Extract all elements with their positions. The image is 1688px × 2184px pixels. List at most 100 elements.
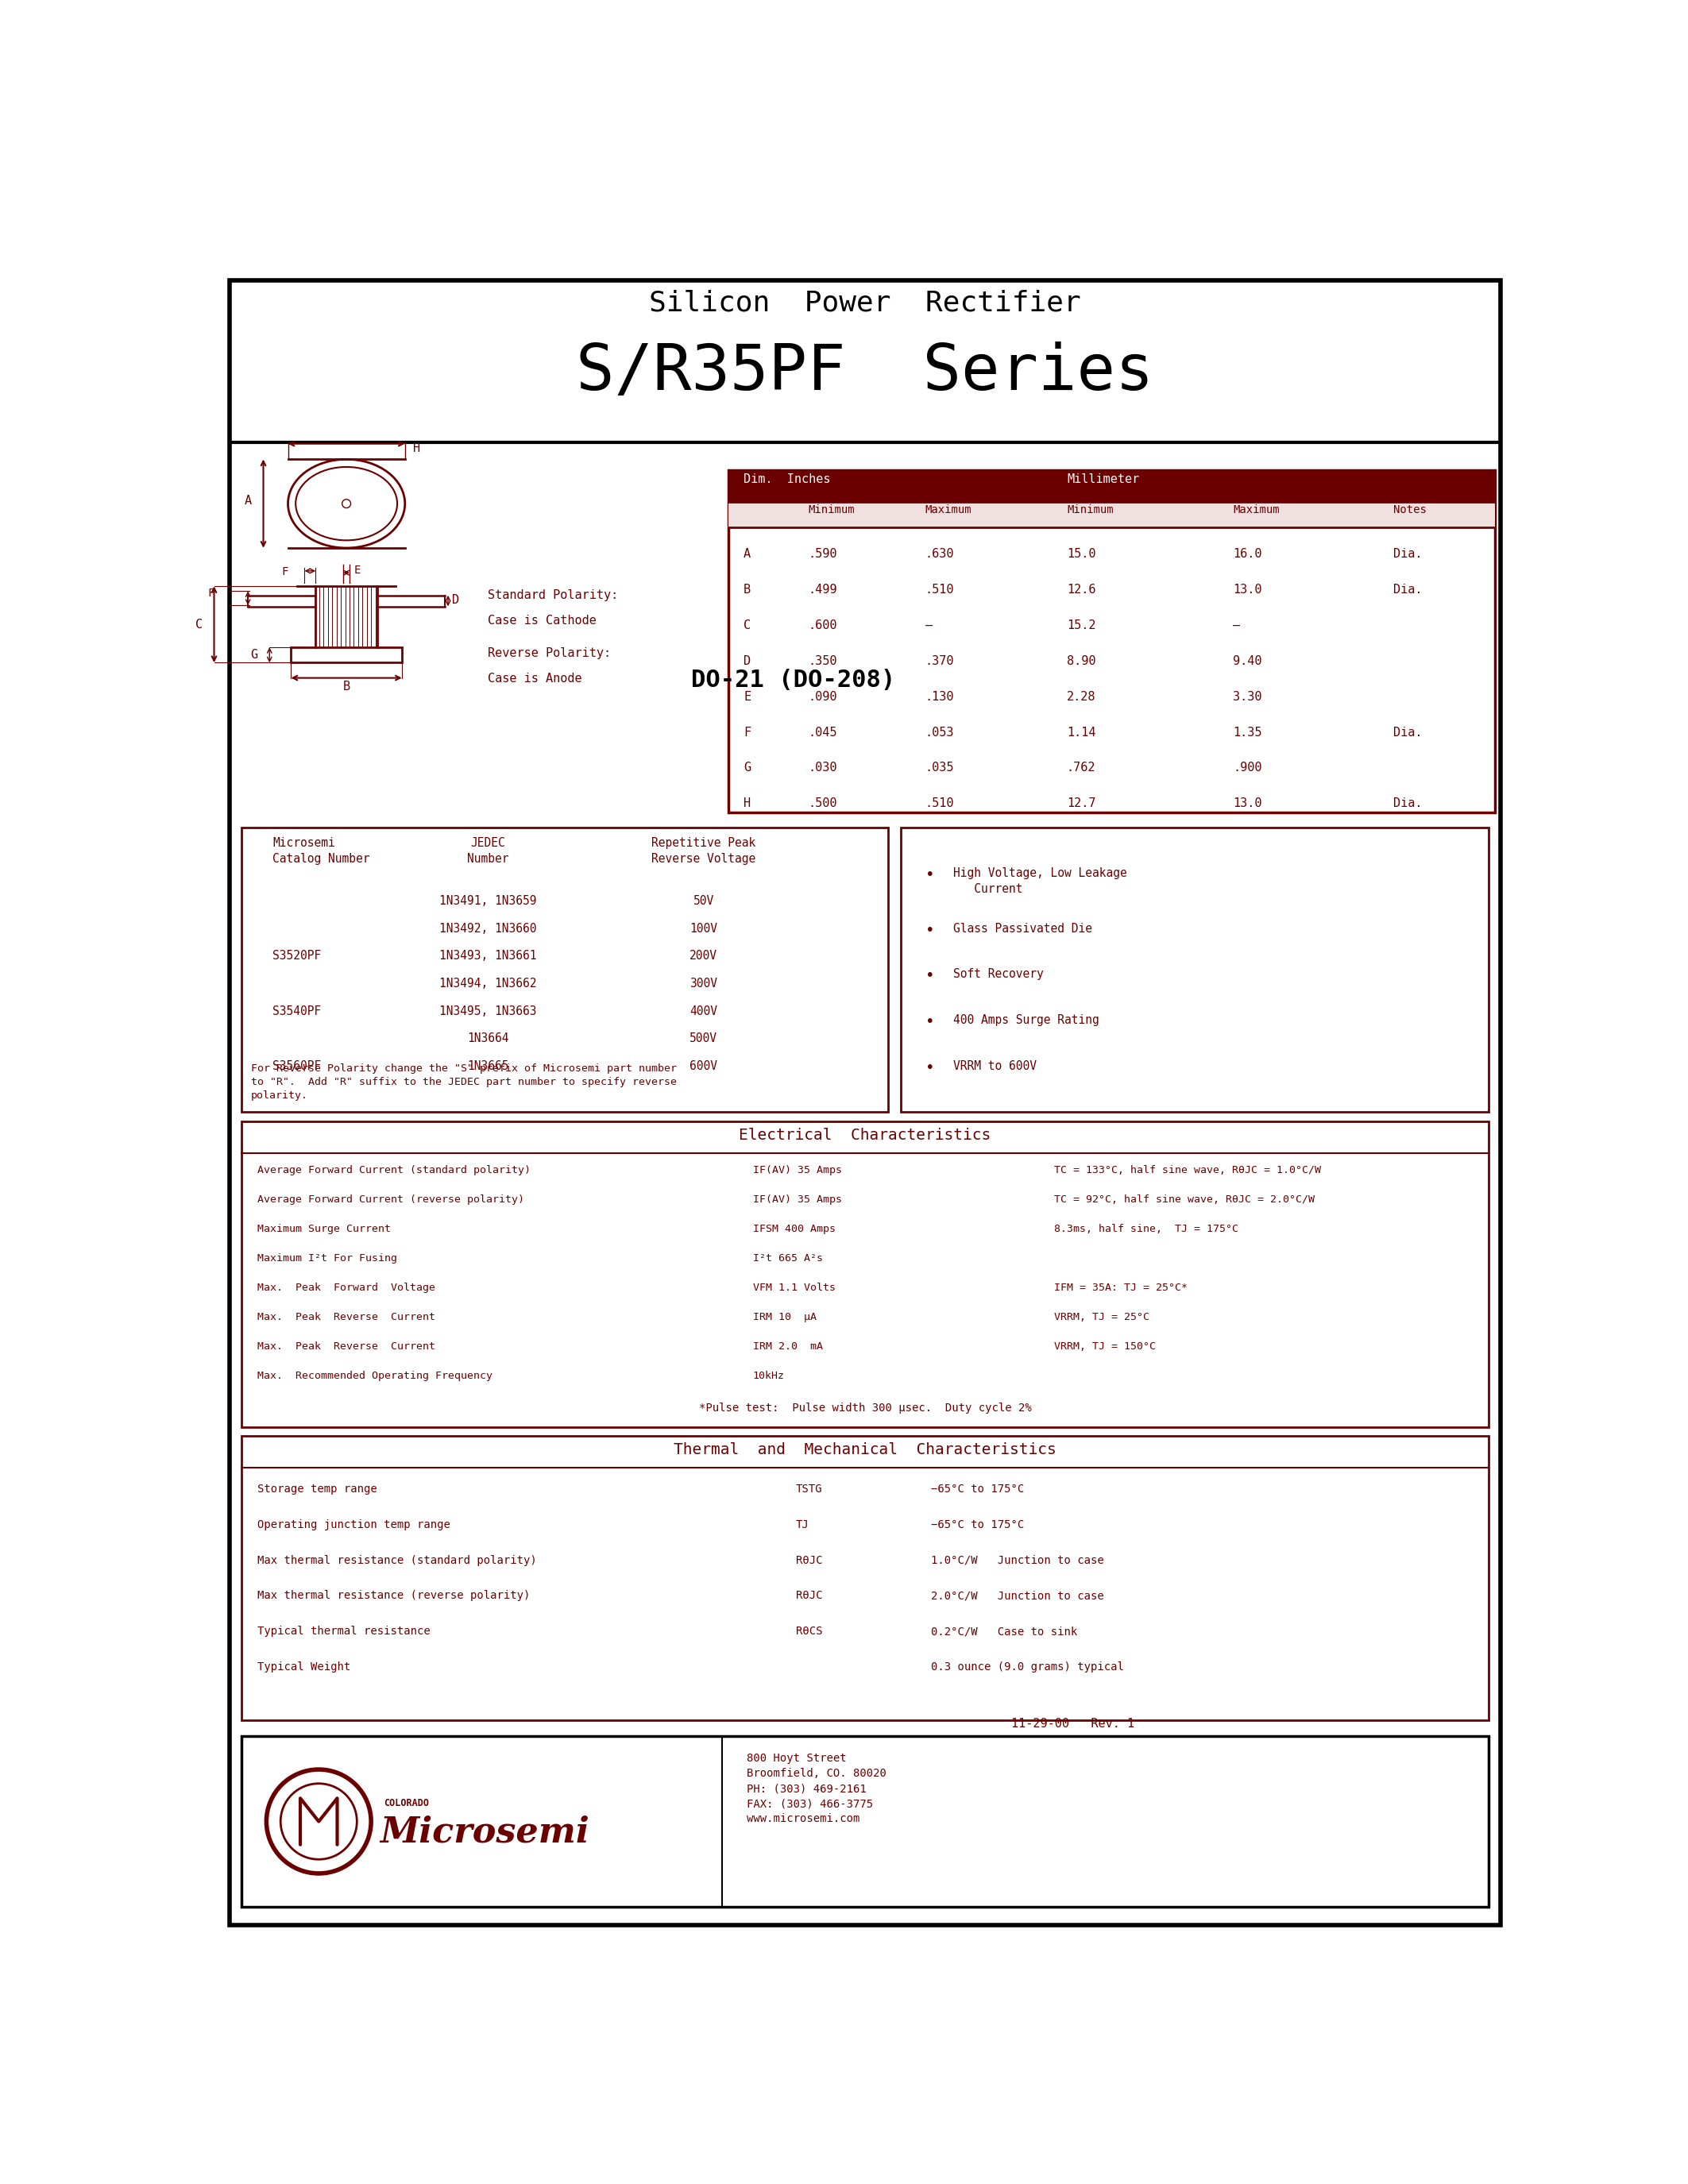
Text: .510: .510 bbox=[925, 797, 954, 810]
Text: Millimeter: Millimeter bbox=[1067, 474, 1139, 485]
Text: S3520PF: S3520PF bbox=[272, 950, 321, 961]
Bar bbox=[241, 1437, 1489, 1721]
Text: I²t 665 A²s: I²t 665 A²s bbox=[753, 1254, 822, 1265]
Text: TJ: TJ bbox=[795, 1520, 809, 1531]
Text: 15.0: 15.0 bbox=[1067, 548, 1096, 559]
Text: E: E bbox=[743, 690, 751, 703]
Text: Electrical  Characteristics: Electrical Characteristics bbox=[739, 1127, 991, 1142]
Text: RθJC: RθJC bbox=[795, 1590, 822, 1601]
Text: Max thermal resistance (reverse polarity): Max thermal resistance (reverse polarity… bbox=[257, 1590, 530, 1601]
Text: Dia.: Dia. bbox=[1393, 548, 1421, 559]
Text: E: E bbox=[354, 566, 361, 577]
Bar bbox=[900, 828, 1489, 1112]
Text: Maximum: Maximum bbox=[925, 505, 972, 515]
Text: Thermal  and  Mechanical  Characteristics: Thermal and Mechanical Characteristics bbox=[674, 1441, 1057, 1457]
Text: 1N3492, 1N3660: 1N3492, 1N3660 bbox=[439, 922, 537, 935]
Text: .500: .500 bbox=[809, 797, 837, 810]
Text: 400V: 400V bbox=[690, 1005, 717, 1018]
Text: Dim.  Inches: Dim. Inches bbox=[743, 474, 830, 485]
Text: D: D bbox=[452, 594, 459, 605]
Text: —: — bbox=[925, 620, 932, 631]
Text: •: • bbox=[925, 968, 935, 983]
Text: Typical Weight: Typical Weight bbox=[257, 1662, 351, 1673]
Text: Glass Passivated Die: Glass Passivated Die bbox=[952, 922, 1092, 935]
Text: 1N3491, 1N3659: 1N3491, 1N3659 bbox=[439, 895, 537, 906]
Text: For Reverse Polarity change the "S" prefix of Microsemi part number
to "R".  Add: For Reverse Polarity change the "S" pref… bbox=[252, 1064, 677, 1101]
Text: High Voltage, Low Leakage
   Current: High Voltage, Low Leakage Current bbox=[952, 867, 1126, 895]
Text: .600: .600 bbox=[809, 620, 837, 631]
Text: JEDEC
Number: JEDEC Number bbox=[468, 836, 508, 865]
Text: Microsemi: Microsemi bbox=[380, 1815, 589, 1850]
Bar bbox=[290, 646, 402, 662]
Text: Max.  Peak  Forward  Voltage: Max. Peak Forward Voltage bbox=[257, 1282, 436, 1293]
Text: .370: .370 bbox=[925, 655, 954, 666]
Text: VRRM, TJ = 25°C: VRRM, TJ = 25°C bbox=[1055, 1313, 1150, 1321]
Text: .030: .030 bbox=[809, 762, 837, 773]
Text: •: • bbox=[925, 922, 935, 937]
Text: 13.0: 13.0 bbox=[1232, 797, 1263, 810]
Text: Case is Anode: Case is Anode bbox=[488, 673, 582, 686]
Text: 1N3665: 1N3665 bbox=[468, 1059, 508, 1072]
Text: Minimum: Minimum bbox=[809, 505, 854, 515]
Text: •: • bbox=[925, 1013, 935, 1029]
Text: Silicon  Power  Rectifier: Silicon Power Rectifier bbox=[650, 290, 1080, 317]
Text: 50V: 50V bbox=[694, 895, 714, 906]
Text: 1.35: 1.35 bbox=[1232, 727, 1263, 738]
Text: 600V: 600V bbox=[690, 1059, 717, 1072]
Text: 12.6: 12.6 bbox=[1067, 583, 1096, 596]
Text: F: F bbox=[208, 587, 214, 598]
Text: VRRM to 600V: VRRM to 600V bbox=[952, 1059, 1036, 1072]
Text: B: B bbox=[343, 681, 349, 692]
Text: COLORADO: COLORADO bbox=[383, 1797, 429, 1808]
Bar bbox=[728, 470, 1494, 502]
Text: Microsemi
Catalog Number: Microsemi Catalog Number bbox=[272, 836, 370, 865]
Text: 8.3ms, half sine,  TJ = 175°C: 8.3ms, half sine, TJ = 175°C bbox=[1055, 1223, 1239, 1234]
Text: 2.28: 2.28 bbox=[1067, 690, 1096, 703]
Text: −65°C to 175°C: −65°C to 175°C bbox=[932, 1520, 1025, 1531]
Text: Reverse Polarity:: Reverse Polarity: bbox=[488, 646, 611, 660]
Text: IFM = 35A: TJ = 25°C*: IFM = 35A: TJ = 25°C* bbox=[1055, 1282, 1188, 1293]
Text: 11-29-00   Rev. 1: 11-29-00 Rev. 1 bbox=[1011, 1717, 1134, 1730]
Text: .900: .900 bbox=[1232, 762, 1263, 773]
Bar bbox=[728, 470, 1494, 812]
Text: 3.30: 3.30 bbox=[1232, 690, 1263, 703]
Text: Average Forward Current (reverse polarity): Average Forward Current (reverse polarit… bbox=[257, 1195, 523, 1206]
Text: Operating junction temp range: Operating junction temp range bbox=[257, 1520, 451, 1531]
Text: IRM 2.0  mA: IRM 2.0 mA bbox=[753, 1341, 822, 1352]
Text: Typical thermal resistance: Typical thermal resistance bbox=[257, 1625, 430, 1636]
Text: .499: .499 bbox=[809, 583, 837, 596]
Text: .762: .762 bbox=[1067, 762, 1096, 773]
Text: B: B bbox=[743, 583, 751, 596]
Text: .630: .630 bbox=[925, 548, 954, 559]
Text: Max.  Peak  Reverse  Current: Max. Peak Reverse Current bbox=[257, 1341, 436, 1352]
Text: Maximum: Maximum bbox=[1232, 505, 1280, 515]
Text: VFM 1.1 Volts: VFM 1.1 Volts bbox=[753, 1282, 836, 1293]
Text: Average Forward Current (standard polarity): Average Forward Current (standard polari… bbox=[257, 1166, 530, 1175]
Text: .510: .510 bbox=[925, 583, 954, 596]
Text: Max thermal resistance (standard polarity): Max thermal resistance (standard polarit… bbox=[257, 1555, 537, 1566]
Text: TC = 92°C, half sine wave, RθJC = 2.0°C/W: TC = 92°C, half sine wave, RθJC = 2.0°C/… bbox=[1055, 1195, 1315, 1206]
Text: 2.0°C/W   Junction to case: 2.0°C/W Junction to case bbox=[932, 1590, 1104, 1601]
Text: 500V: 500V bbox=[690, 1033, 717, 1044]
Text: .090: .090 bbox=[809, 690, 837, 703]
Text: IRM 10  μA: IRM 10 μA bbox=[753, 1313, 817, 1321]
Text: 1N3493, 1N3661: 1N3493, 1N3661 bbox=[439, 950, 537, 961]
Text: 12.7: 12.7 bbox=[1067, 797, 1096, 810]
Text: 10kHz: 10kHz bbox=[753, 1372, 785, 1380]
Text: G: G bbox=[743, 762, 751, 773]
Text: Max.  Peak  Reverse  Current: Max. Peak Reverse Current bbox=[257, 1313, 436, 1321]
Bar bbox=[241, 1736, 1489, 1907]
Text: 1N3664: 1N3664 bbox=[468, 1033, 508, 1044]
Text: 9.40: 9.40 bbox=[1232, 655, 1263, 666]
Text: .045: .045 bbox=[809, 727, 837, 738]
Text: F: F bbox=[743, 727, 751, 738]
Text: .590: .590 bbox=[809, 548, 837, 559]
Text: 0.2°C/W   Case to sink: 0.2°C/W Case to sink bbox=[932, 1625, 1077, 1636]
Text: RθCS: RθCS bbox=[795, 1625, 822, 1636]
Text: A: A bbox=[743, 548, 751, 559]
Text: Max.  Recommended Operating Frequency: Max. Recommended Operating Frequency bbox=[257, 1372, 493, 1380]
Text: −65°C to 175°C: −65°C to 175°C bbox=[932, 1483, 1025, 1496]
Text: TC = 133°C, half sine wave, RθJC = 1.0°C/W: TC = 133°C, half sine wave, RθJC = 1.0°C… bbox=[1055, 1166, 1322, 1175]
Text: Case is Cathode: Case is Cathode bbox=[488, 616, 598, 627]
Bar bbox=[230, 280, 1501, 443]
